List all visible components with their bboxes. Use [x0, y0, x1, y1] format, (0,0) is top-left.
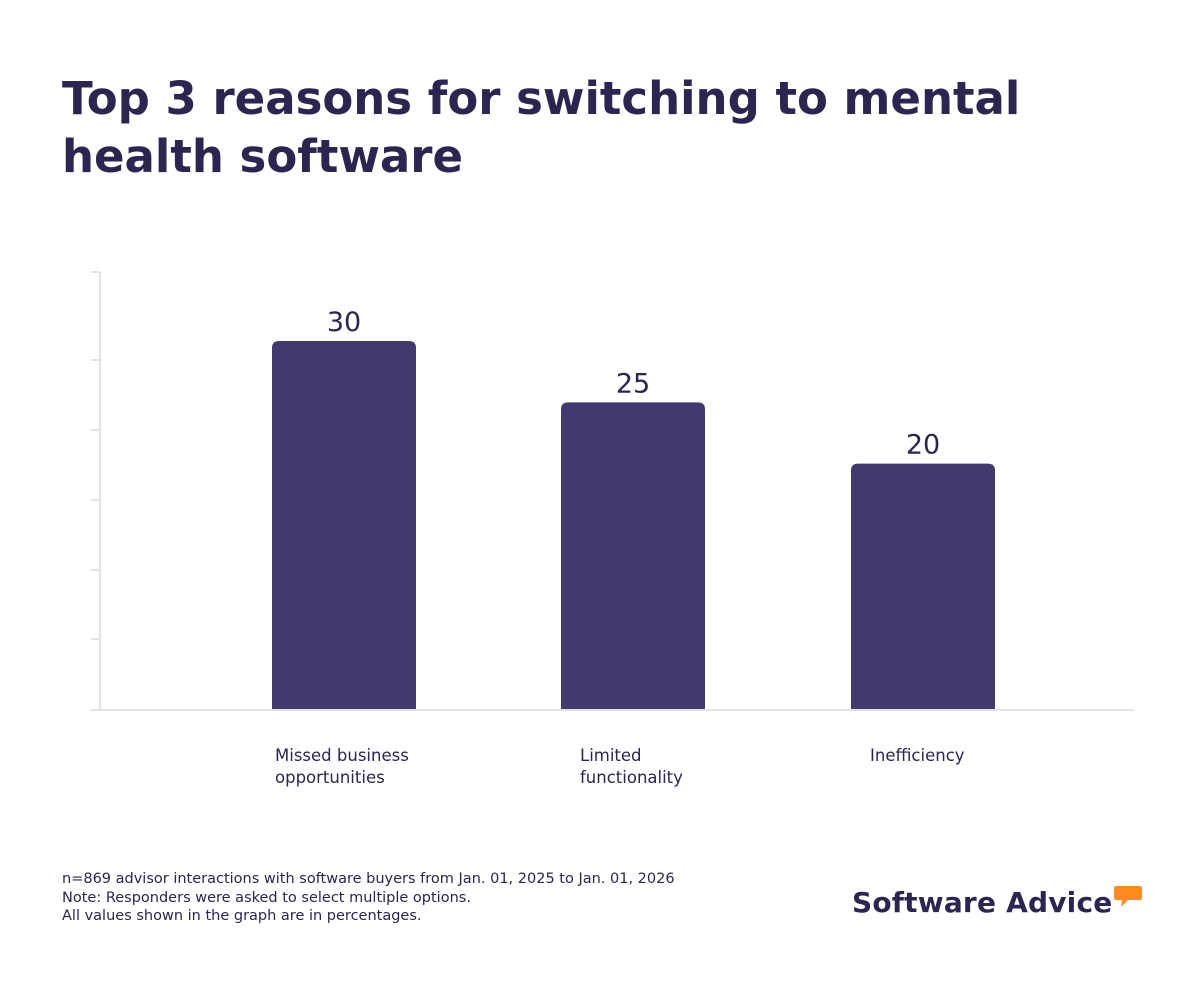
chart-category-labels: Missed business opportunities Limited funct…: [275, 746, 965, 787]
category-label: Inefficiency: [870, 746, 965, 765]
footnote-sample-size: n=869 advisor interactions with software…: [62, 871, 675, 887]
speech-bubble-icon: [1114, 886, 1143, 907]
category-label: Limited: [580, 746, 642, 765]
bar: [272, 341, 416, 709]
chart-axes: [90, 271, 1134, 711]
chart-bars: [272, 341, 995, 709]
bar: [851, 463, 995, 709]
category-label: functionality: [580, 768, 683, 787]
bar-value-label: 25: [616, 368, 650, 399]
footnotes: n=869 advisor interactions with software…: [62, 870, 675, 926]
logo-text: Software Advice: [852, 886, 1113, 919]
bar: [561, 402, 705, 709]
chart-value-labels: 30 25 20: [327, 307, 940, 461]
bar-value-label: 30: [327, 307, 361, 338]
footnote-units: All values shown in the graph are in per…: [62, 908, 422, 924]
category-label: opportunities: [275, 768, 385, 787]
software-advice-logo: Software Advice: [852, 884, 1143, 922]
bar-value-label: 20: [906, 430, 940, 461]
category-label: Missed business: [275, 746, 409, 765]
chart-title: Top 3 reasons for switching to mental he…: [62, 72, 1021, 183]
footnote-note: Note: Responders were asked to select mu…: [62, 889, 471, 906]
